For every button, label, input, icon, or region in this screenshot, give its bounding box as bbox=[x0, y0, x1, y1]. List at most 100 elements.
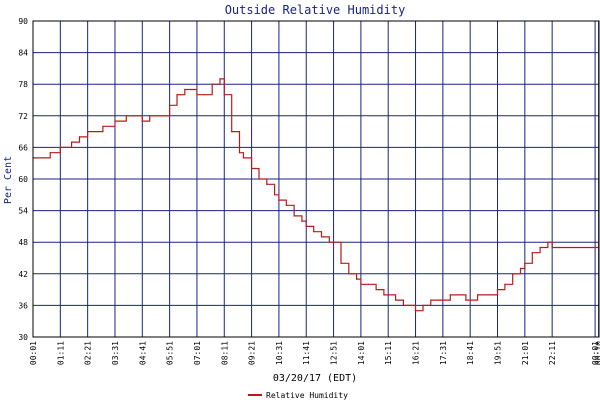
series-point bbox=[137, 115, 139, 117]
series-point bbox=[574, 246, 576, 249]
series-point bbox=[367, 283, 369, 285]
series-point bbox=[59, 146, 61, 148]
series-point bbox=[141, 120, 143, 122]
series-point bbox=[375, 289, 377, 291]
series-point bbox=[484, 294, 486, 296]
series-layer bbox=[32, 78, 600, 312]
y-axis-label: Per Cent bbox=[3, 156, 14, 204]
series-point bbox=[360, 283, 362, 285]
x-axis-ticks: 00:01 01:11 02:21 03:31 04:41 05:51 07:01 08:11… bbox=[29, 341, 600, 365]
series-point bbox=[71, 141, 73, 143]
series-point bbox=[582, 246, 584, 249]
x-tick-label: 03:31 bbox=[111, 341, 120, 365]
series-point bbox=[231, 131, 233, 133]
x-tick-label: 16:21 bbox=[412, 341, 421, 365]
series-point bbox=[196, 94, 198, 96]
x-tick-label: 09:21 bbox=[248, 341, 257, 365]
series-point bbox=[96, 131, 98, 133]
series-point bbox=[274, 194, 276, 196]
series-point bbox=[258, 178, 260, 180]
series-point bbox=[449, 294, 451, 296]
series-point bbox=[242, 157, 244, 159]
y-tick-label: 42 bbox=[18, 270, 28, 279]
x-tick-label: 00:10 bbox=[595, 341, 600, 365]
series-point bbox=[559, 246, 561, 249]
series-point bbox=[190, 88, 192, 91]
series-point bbox=[55, 152, 57, 154]
x-tick-label: 08:11 bbox=[220, 341, 229, 365]
y-tick-label: 36 bbox=[18, 301, 28, 310]
chart-title: Outside Relative Humidity bbox=[225, 3, 406, 17]
series-point bbox=[328, 241, 330, 243]
series-point bbox=[414, 310, 417, 312]
series-point bbox=[566, 246, 569, 249]
x-tick-label: 18:41 bbox=[466, 341, 475, 365]
series-point bbox=[348, 273, 350, 275]
y-tick-label: 84 bbox=[18, 49, 28, 58]
series-point bbox=[169, 104, 171, 106]
series-point bbox=[333, 241, 335, 243]
y-axis-ticks: 30 36 42 48 54 60 66 72 78 84 90 bbox=[18, 17, 28, 342]
series-point bbox=[422, 304, 424, 306]
plot-area-border bbox=[32, 20, 600, 338]
series-point bbox=[125, 115, 127, 117]
series-point bbox=[211, 83, 213, 85]
x-tick-label: 22:11 bbox=[548, 341, 557, 365]
x-tick-label: 01:11 bbox=[56, 341, 65, 365]
y-tick-label: 66 bbox=[18, 143, 28, 152]
y-tick-label: 78 bbox=[18, 80, 28, 89]
y-tick-label: 72 bbox=[18, 112, 28, 121]
series-point bbox=[102, 125, 104, 127]
series-point bbox=[238, 152, 241, 154]
series-point bbox=[406, 304, 408, 306]
x-tick-label: 12:51 bbox=[330, 341, 339, 365]
series-point bbox=[519, 267, 522, 270]
x-tick-label: 15:11 bbox=[384, 341, 393, 365]
x-tick-label: 02:21 bbox=[84, 341, 93, 365]
series-point bbox=[305, 225, 307, 227]
y-tick-label: 54 bbox=[18, 207, 28, 216]
series-point bbox=[512, 273, 514, 275]
series-point bbox=[383, 294, 385, 296]
series-point bbox=[590, 246, 592, 249]
series-point bbox=[547, 241, 549, 243]
series-point bbox=[340, 262, 342, 264]
x-tick-label: 05:51 bbox=[166, 341, 175, 365]
y-tick-label: 60 bbox=[18, 175, 28, 184]
series-point bbox=[293, 215, 295, 217]
y-tick-label: 90 bbox=[18, 17, 28, 26]
series-point bbox=[395, 299, 397, 301]
x-tick-label: 04:41 bbox=[138, 341, 147, 365]
series-point bbox=[184, 88, 186, 91]
series-point bbox=[285, 204, 287, 206]
series-point bbox=[313, 231, 315, 233]
series-point bbox=[477, 294, 479, 296]
y-tick-label: 48 bbox=[18, 238, 28, 247]
x-tick-label: 21:01 bbox=[521, 341, 530, 365]
series-point bbox=[78, 136, 81, 138]
x-tick-label: 19:51 bbox=[494, 341, 503, 365]
x-tick-label: 14:01 bbox=[357, 341, 366, 365]
series-point bbox=[438, 299, 440, 301]
series-point bbox=[278, 199, 280, 201]
series-point bbox=[49, 152, 51, 154]
series-point bbox=[442, 299, 444, 301]
y-tick-label: 30 bbox=[18, 333, 28, 342]
x-tick-label: 17:31 bbox=[439, 341, 448, 365]
series-point bbox=[539, 246, 541, 249]
series-point bbox=[402, 304, 404, 306]
series-point bbox=[594, 246, 596, 249]
series-point bbox=[531, 252, 533, 254]
series-point bbox=[43, 157, 45, 159]
series-point bbox=[87, 131, 89, 133]
series-point bbox=[223, 94, 225, 96]
series-point bbox=[251, 167, 253, 170]
series-point bbox=[160, 115, 162, 117]
x-tick-label: 11:41 bbox=[302, 341, 311, 365]
series-point bbox=[430, 299, 432, 301]
series-point bbox=[469, 299, 471, 301]
series-point bbox=[266, 183, 268, 185]
series-point bbox=[492, 294, 494, 296]
series-point bbox=[524, 262, 526, 264]
